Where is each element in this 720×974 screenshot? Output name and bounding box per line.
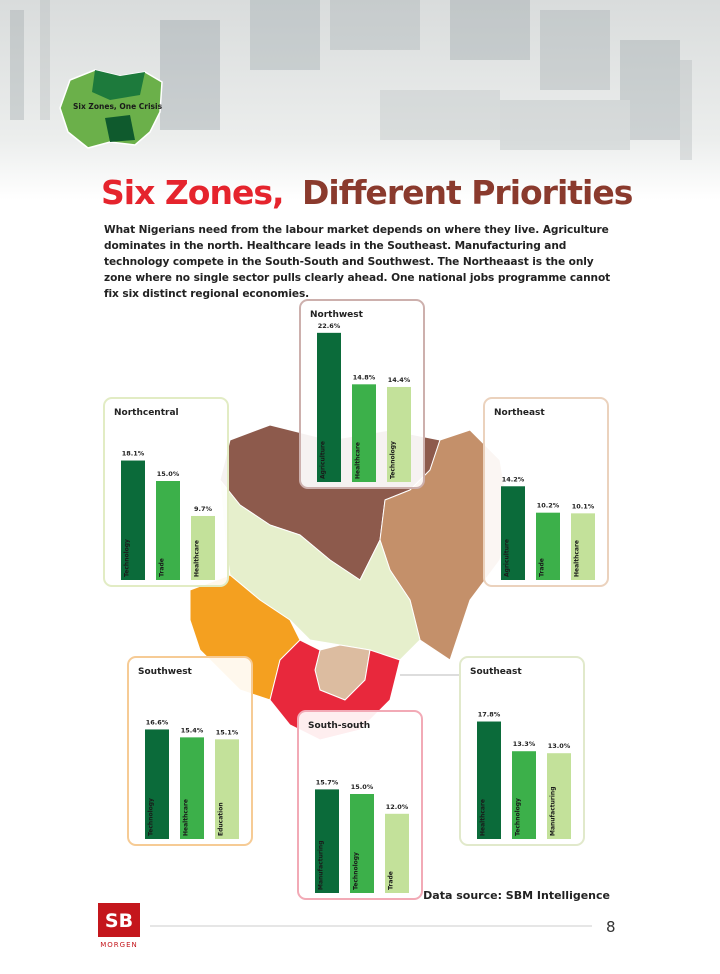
page-title: Six Zones, Different Priorities [101, 173, 633, 212]
value-label: 14.2% [502, 475, 525, 483]
badge-region [92, 70, 145, 100]
logo-mark-box [98, 903, 140, 937]
value-label: 15.4% [181, 726, 204, 734]
bar [145, 729, 169, 839]
value-label: 15.7% [316, 778, 339, 786]
badge: Six Zones, One Crisis [59, 69, 163, 149]
value-label: 16.6% [146, 718, 169, 726]
category-label: Technology [148, 798, 155, 836]
category-label: Agriculture [320, 441, 327, 479]
category-label: Manufacturing [318, 841, 325, 891]
bar [317, 332, 341, 482]
logo: SB MORGEN [98, 903, 140, 949]
value-label: 14.8% [353, 373, 376, 381]
badge-region [105, 115, 135, 142]
chart-title: Southwest [138, 667, 193, 677]
category-label: Healthcare [480, 799, 487, 836]
chart-title: South-south [308, 721, 370, 731]
zone-chart: Southwest 16.6% Technology 15.4% Healthcare 1… [127, 656, 253, 846]
category-label: Education [218, 802, 225, 836]
bar [215, 739, 239, 839]
bar [387, 386, 411, 482]
value-label: 15.0% [157, 470, 180, 478]
zone-chart: Northeast 14.2% Agriculture 10.2% Trade 10.1%… [483, 397, 609, 587]
category-label: Healthcare [355, 442, 362, 479]
chart-title: Northwest [310, 310, 364, 320]
category-label: Trade [388, 871, 395, 890]
logo-mark: SB [105, 910, 133, 932]
value-label: 13.0% [548, 742, 571, 750]
bar [477, 721, 501, 839]
chart-title: Southeast [470, 667, 522, 677]
value-label: 13.3% [513, 740, 536, 748]
intro-paragraph: What Nigerians need from the labour mark… [104, 224, 611, 300]
value-label: 9.7% [194, 505, 213, 513]
category-label: Healthcare [194, 540, 201, 577]
zone-chart: Northcentral 18.1% Technology 15.0% Trade 9.7… [103, 397, 229, 587]
logo-name: MORGEN [100, 941, 138, 949]
category-label: Healthcare [183, 799, 190, 836]
value-label: 10.1% [572, 502, 595, 510]
category-label: Healthcare [574, 540, 581, 577]
category-label: Technology [124, 539, 131, 577]
chart-title: Northcentral [114, 408, 179, 418]
value-label: 18.1% [122, 450, 145, 458]
chart-title: Northeast [494, 408, 545, 418]
value-label: 10.2% [537, 502, 560, 510]
bar [156, 481, 180, 580]
category-label: Manufacturing [550, 787, 557, 837]
zone-chart: Southeast 17.8% Healthcare 13.3% Technology 1… [459, 656, 585, 846]
bar [536, 512, 560, 580]
bar [512, 751, 536, 839]
category-label: Trade [159, 558, 166, 577]
category-label: Technology [390, 441, 397, 479]
title-part: Six Zones, [101, 173, 284, 212]
bar [315, 789, 339, 893]
charts: Northwest 22.6% Agriculture 14.8% Healthcare… [103, 299, 609, 900]
category-label: Agriculture [504, 539, 511, 577]
bar [350, 794, 374, 893]
bar [501, 486, 525, 580]
bar [352, 384, 376, 482]
bar [547, 753, 571, 839]
badge-label: Six Zones, One Crisis [73, 102, 163, 111]
category-label: Trade [539, 558, 546, 577]
page-number: 8 [606, 918, 616, 936]
value-label: 15.1% [216, 728, 239, 736]
value-label: 14.4% [388, 376, 411, 384]
data-source: Data source: SBM Intelligence [423, 889, 610, 902]
zone-chart: Northwest 22.6% Agriculture 14.8% Healthcare… [299, 299, 425, 489]
value-label: 17.8% [478, 711, 501, 719]
value-label: 22.6% [318, 322, 341, 330]
category-label: Technology [515, 798, 522, 836]
bar [180, 737, 204, 839]
value-label: 15.0% [351, 783, 374, 791]
category-label: Technology [353, 852, 360, 890]
zone-chart: South-south 15.7% Manufacturing 15.0% Techno… [297, 710, 423, 900]
value-label: 12.0% [386, 803, 409, 811]
bar [191, 515, 215, 580]
title-part: Different Priorities [302, 173, 633, 212]
bar [385, 813, 409, 893]
bar [571, 513, 595, 580]
cityscape [10, 0, 692, 160]
bar [121, 460, 145, 580]
